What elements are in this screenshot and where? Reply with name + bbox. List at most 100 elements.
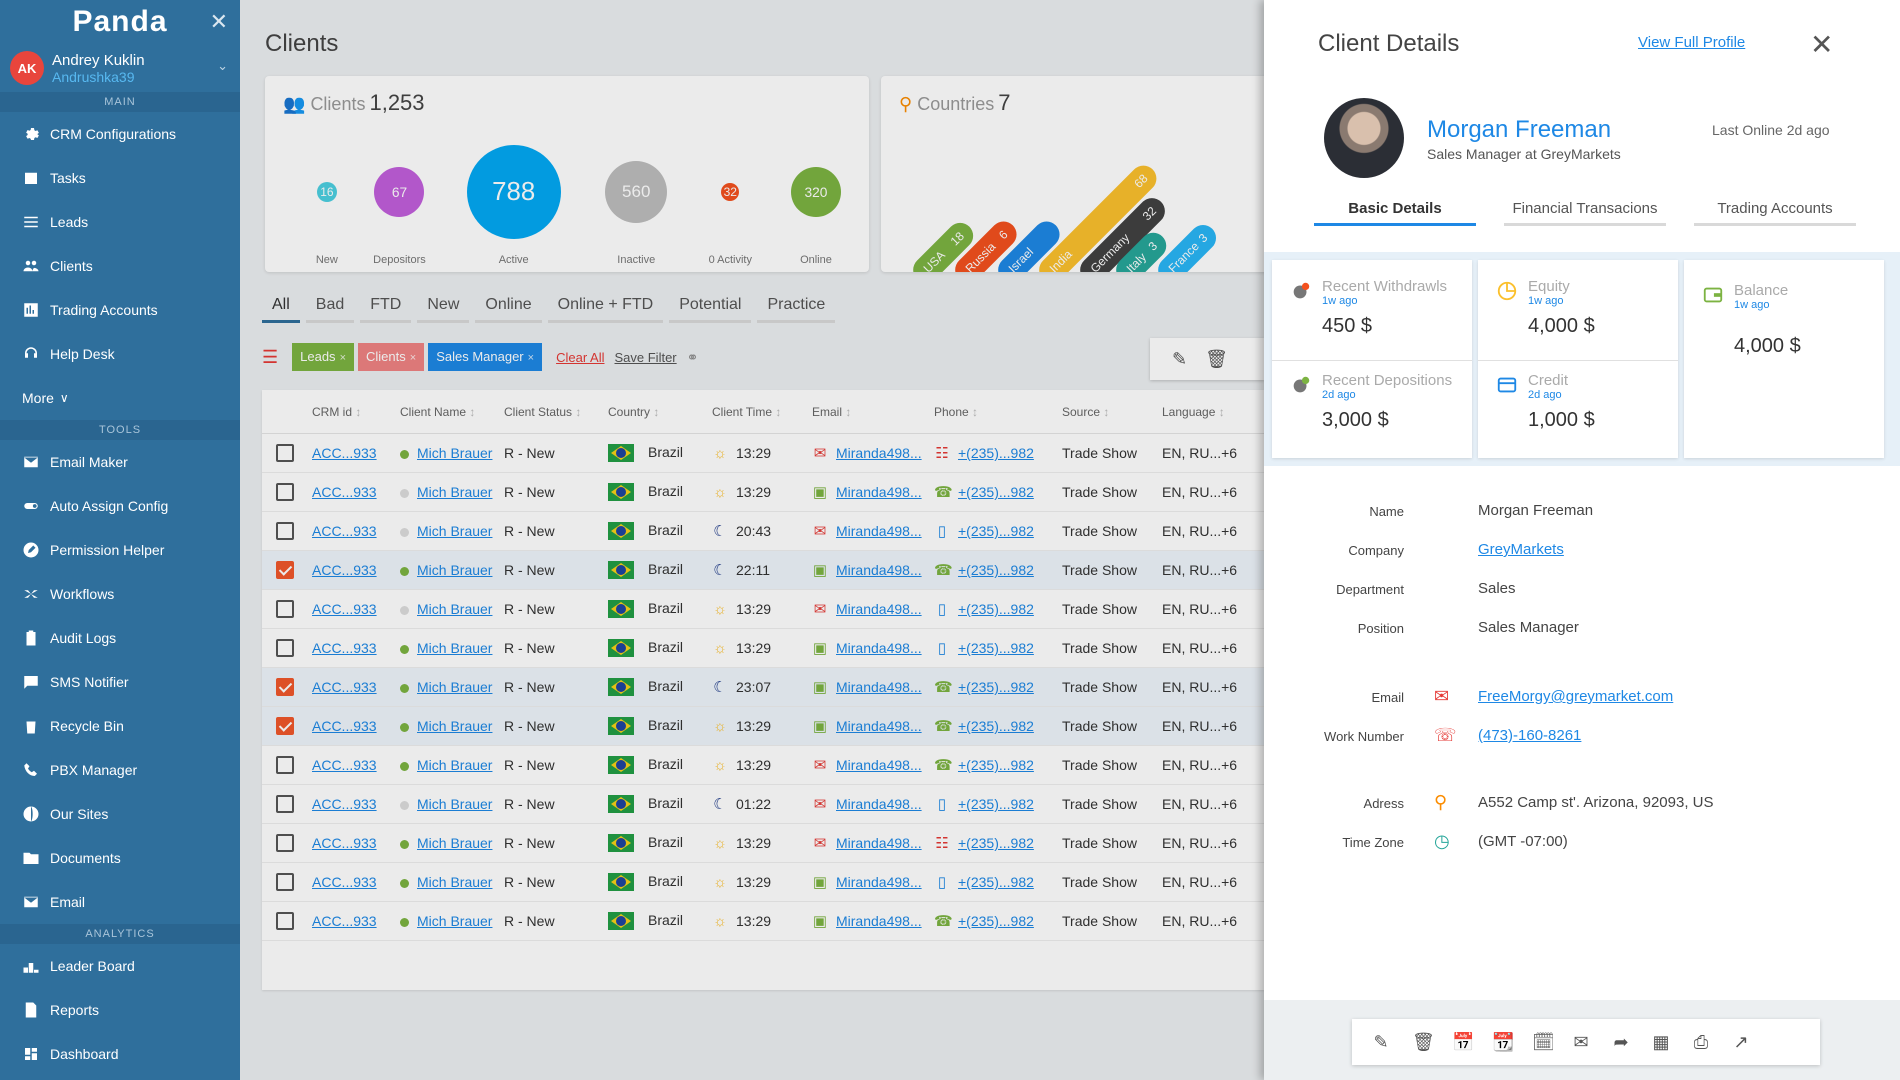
client-name-link[interactable]: Mich Brauer	[417, 484, 493, 500]
column-header[interactable]: Phone ↕	[934, 405, 1062, 419]
email-link[interactable]: Miranda498...	[836, 796, 922, 812]
edit-icon[interactable]: ✎	[1172, 348, 1188, 369]
table-row[interactable]: ACC...933 Mich Brauer R - New Brazil ☾ 20:43 ✉…	[262, 512, 1264, 551]
row-checkbox[interactable]	[276, 561, 294, 580]
row-checkbox[interactable]	[276, 678, 294, 697]
sidebar-item-clients[interactable]: Clients	[0, 244, 240, 288]
tab-online-ftd[interactable]: Online + FTD	[547, 292, 664, 323]
sidebar-item-email[interactable]: Email	[0, 880, 240, 924]
column-header[interactable]: CRM id ↕	[312, 405, 400, 419]
row-checkbox[interactable]	[276, 600, 294, 619]
row-checkbox[interactable]	[276, 756, 294, 775]
sidebar-item-trading-accounts[interactable]: Trading Accounts	[0, 288, 240, 332]
crm-id-link[interactable]: ACC...933	[312, 601, 377, 617]
sort-icon[interactable]: ↕	[842, 404, 852, 419]
phone-link[interactable]: +(235)...982	[958, 523, 1034, 539]
remove-icon[interactable]: ×	[339, 352, 346, 364]
clear-all-link[interactable]: Clear All	[556, 349, 605, 365]
email-link[interactable]: Miranda498...	[836, 874, 922, 890]
crm-id-link[interactable]: ACC...933	[312, 523, 377, 539]
email-link[interactable]: Miranda498...	[836, 835, 922, 851]
sidebar-item-documents[interactable]: Documents	[0, 836, 240, 880]
tab-all[interactable]: All	[262, 292, 300, 323]
client-name-link[interactable]: Mich Brauer	[417, 835, 493, 851]
excel-icon[interactable]: ▦	[1652, 1031, 1670, 1052]
column-header[interactable]: Client Time ↕	[712, 405, 812, 419]
sort-icon[interactable]: ↕	[1215, 404, 1225, 419]
sort-icon[interactable]: ↕	[572, 404, 582, 419]
column-header[interactable]: Language ↕	[1162, 405, 1264, 419]
phone-link[interactable]: +(235)...982	[958, 874, 1034, 890]
sort-icon[interactable]: ↕	[650, 404, 660, 419]
client-name-link[interactable]: Mich Brauer	[417, 679, 493, 695]
sidebar-item-our-sites[interactable]: Our Sites	[0, 792, 240, 836]
sidebar-item-email-maker[interactable]: Email Maker	[0, 440, 240, 484]
calendar-list-icon[interactable]: 🗓	[1532, 1031, 1555, 1052]
stat-bubble-active[interactable]: 788	[466, 145, 561, 239]
sort-icon[interactable]: ↕	[968, 404, 979, 419]
sidebar-item-auto-assign-config[interactable]: Auto Assign Config	[0, 484, 240, 528]
phone-link[interactable]: +(235)...982	[958, 796, 1034, 812]
phone-link[interactable]: +(235)...982	[958, 718, 1034, 734]
sort-icon[interactable]: ↕	[352, 404, 362, 419]
row-checkbox[interactable]	[276, 717, 294, 736]
tab-potential[interactable]: Potential	[669, 292, 752, 323]
calendar-event-icon[interactable]: 📆	[1492, 1031, 1515, 1052]
table-row[interactable]: ACC...933 Mich Brauer R - New Brazil ☼ 13:29 ▣…	[262, 902, 1264, 941]
client-name-link[interactable]: Mich Brauer	[417, 640, 493, 656]
sidebar-item-crm-configurations[interactable]: CRM Configurations	[0, 112, 240, 156]
send-mail-icon[interactable]: ✉	[1573, 1031, 1589, 1052]
table-row[interactable]: ACC...933 Mich Brauer R - New Brazil ☾ 01:22 ✉…	[262, 785, 1264, 824]
stat-bubble-new[interactable]: 16	[316, 182, 337, 202]
crm-id-link[interactable]: ACC...933	[312, 679, 377, 695]
column-header[interactable]: Client Status ↕	[504, 405, 608, 419]
phone-link[interactable]: +(235)...982	[958, 835, 1034, 851]
column-header[interactable]: Source ↕	[1062, 405, 1162, 419]
email-link[interactable]: Miranda498...	[836, 679, 922, 695]
sort-icon[interactable]: ↕	[1100, 404, 1110, 419]
sidebar-item-leader-board[interactable]: Leader Board	[0, 944, 240, 988]
email-link[interactable]: Miranda498...	[836, 445, 922, 461]
trash-icon[interactable]: 🗑	[1412, 1031, 1435, 1052]
client-name-link[interactable]: Mich Brauer	[417, 523, 493, 539]
column-header[interactable]: Client Name ↕	[400, 405, 504, 419]
table-row[interactable]: ACC...933 Mich Brauer R - New Brazil ☼ 13:29 ✉…	[262, 590, 1264, 629]
share-icon[interactable]: ➦	[1613, 1031, 1629, 1052]
client-name-link[interactable]: Mich Brauer	[417, 718, 493, 734]
sidebar-item-audit-logs[interactable]: Audit Logs	[0, 616, 240, 660]
email-link[interactable]: Miranda498...	[836, 523, 922, 539]
sidebar-item-dashboard[interactable]: Dashboard	[0, 1032, 240, 1076]
backdrop-overlay[interactable]	[240, 0, 1264, 1080]
sidebar-item-tasks[interactable]: Tasks	[0, 156, 240, 200]
crm-id-link[interactable]: ACC...933	[312, 562, 377, 578]
crm-id-link[interactable]: ACC...933	[312, 796, 377, 812]
table-row[interactable]: ACC...933 Mich Brauer R - New Brazil ☼ 13:29 ✉…	[262, 434, 1264, 473]
crm-id-link[interactable]: ACC...933	[312, 913, 377, 929]
row-checkbox[interactable]	[276, 483, 294, 502]
tab-practice[interactable]: Practice	[757, 292, 836, 323]
email-link[interactable]: Miranda498...	[836, 757, 922, 773]
user-profile[interactable]: AK Andrey Kuklin Andrushka39 ⌄	[0, 44, 240, 92]
client-name-link[interactable]: Mich Brauer	[417, 757, 493, 773]
crm-id-link[interactable]: ACC...933	[312, 874, 377, 890]
phone-link[interactable]: +(235)...982	[958, 601, 1034, 617]
email-value[interactable]: FreeMorgy@greymarket.com	[1478, 688, 1674, 705]
email-link[interactable]: Miranda498...	[836, 601, 922, 617]
phone-link[interactable]: +(235)...982	[958, 679, 1034, 695]
chevron-down-icon[interactable]: ⌄	[217, 58, 228, 73]
close-icon[interactable]: ✕	[1810, 29, 1834, 60]
sidebar-item-sms-notifier[interactable]: SMS Notifier	[0, 660, 240, 704]
panel-tab-trading-accounts[interactable]: Trading Accounts	[1694, 200, 1856, 226]
sidebar-item-workflows[interactable]: Workflows	[0, 572, 240, 616]
row-checkbox[interactable]	[276, 522, 294, 541]
phone-link[interactable]: +(235)...982	[958, 640, 1034, 656]
table-row[interactable]: ACC...933 Mich Brauer R - New Brazil ☼ 13:29 ✉…	[262, 824, 1264, 863]
sidebar-item-more[interactable]: More ∨	[0, 376, 240, 420]
filter-icon[interactable]: ☰	[262, 346, 279, 367]
close-sidebar-icon[interactable]: ✕	[209, 9, 228, 34]
client-name-link[interactable]: Mich Brauer	[417, 445, 493, 461]
row-checkbox[interactable]	[276, 834, 294, 853]
view-full-profile-link[interactable]: View Full Profile	[1638, 34, 1746, 51]
save-filter-link[interactable]: Save Filter	[614, 349, 677, 365]
sidebar-item-reports[interactable]: Reports	[0, 988, 240, 1032]
